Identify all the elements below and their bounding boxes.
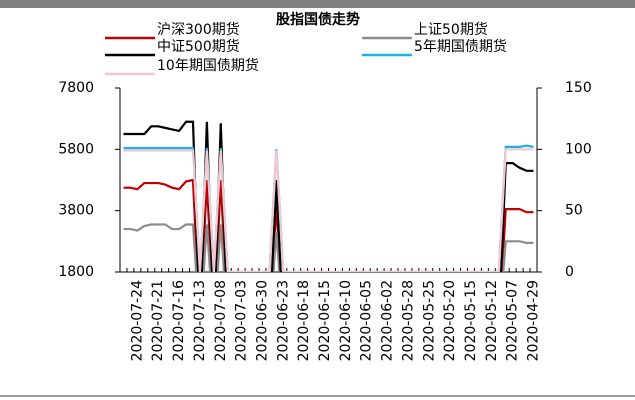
x-tick-label: 2020-07-08: [213, 280, 229, 361]
x-tick-label: 2020-07-21: [150, 280, 166, 361]
legend-label: 10年期国债期货: [157, 57, 259, 74]
x-tick-label: 2020-07-03: [234, 280, 250, 361]
top-bar: [0, 0, 635, 8]
y-tick-label: 7800: [58, 80, 94, 96]
x-tick-label: 2020-06-10: [338, 280, 354, 361]
x-tick-label: 2020-06-15: [317, 280, 333, 361]
series-line: [123, 148, 534, 272]
y-tick-label: 3800: [58, 203, 94, 219]
y2-tick-label: 0: [565, 264, 574, 280]
x-tick-label: 2020-06-18: [296, 280, 312, 361]
x-tick-label: 2020-05-25: [421, 280, 437, 361]
x-tick-label: 2020-06-30: [254, 280, 270, 361]
x-tick-label: 2020-06-23: [275, 280, 291, 361]
legend-label: 沪深300期货: [157, 21, 240, 38]
x-tick-label: 2020-05-20: [442, 280, 458, 361]
x-tick-label: 2020-06-05: [359, 280, 375, 361]
x-tick-label: 2020-07-16: [171, 280, 187, 361]
series-line: [123, 223, 534, 272]
legend-label: 上证50期货: [414, 21, 488, 38]
series-line: [123, 120, 534, 272]
y-tick-label: 1800: [58, 264, 94, 280]
plot-area: [123, 120, 534, 272]
x-tick-label: 2020-05-28: [400, 280, 416, 361]
chart-title: 股指国债走势: [276, 11, 360, 28]
x-tick-label: 2020-05-12: [484, 280, 500, 361]
x-tick-label: 2020-05-07: [505, 280, 521, 361]
y-tick-label: 5800: [58, 141, 94, 157]
y2-tick-label: 100: [565, 141, 592, 157]
legend-label: 5年期国债期货: [414, 38, 507, 55]
series-line: [123, 144, 534, 272]
legend-label: 中证500期货: [157, 38, 240, 55]
series-line: [123, 178, 534, 272]
x-tick-label: 2020-06-02: [380, 280, 396, 361]
x-tick-label: 2020-07-13: [192, 280, 208, 361]
x-tick-label: 2020-07-24: [129, 280, 145, 361]
x-tick-label: 2020-04-29: [526, 280, 542, 361]
x-tick-label: 2020-05-15: [463, 280, 479, 361]
y2-tick-label: 50: [565, 203, 583, 219]
y2-tick-label: 150: [565, 80, 592, 96]
